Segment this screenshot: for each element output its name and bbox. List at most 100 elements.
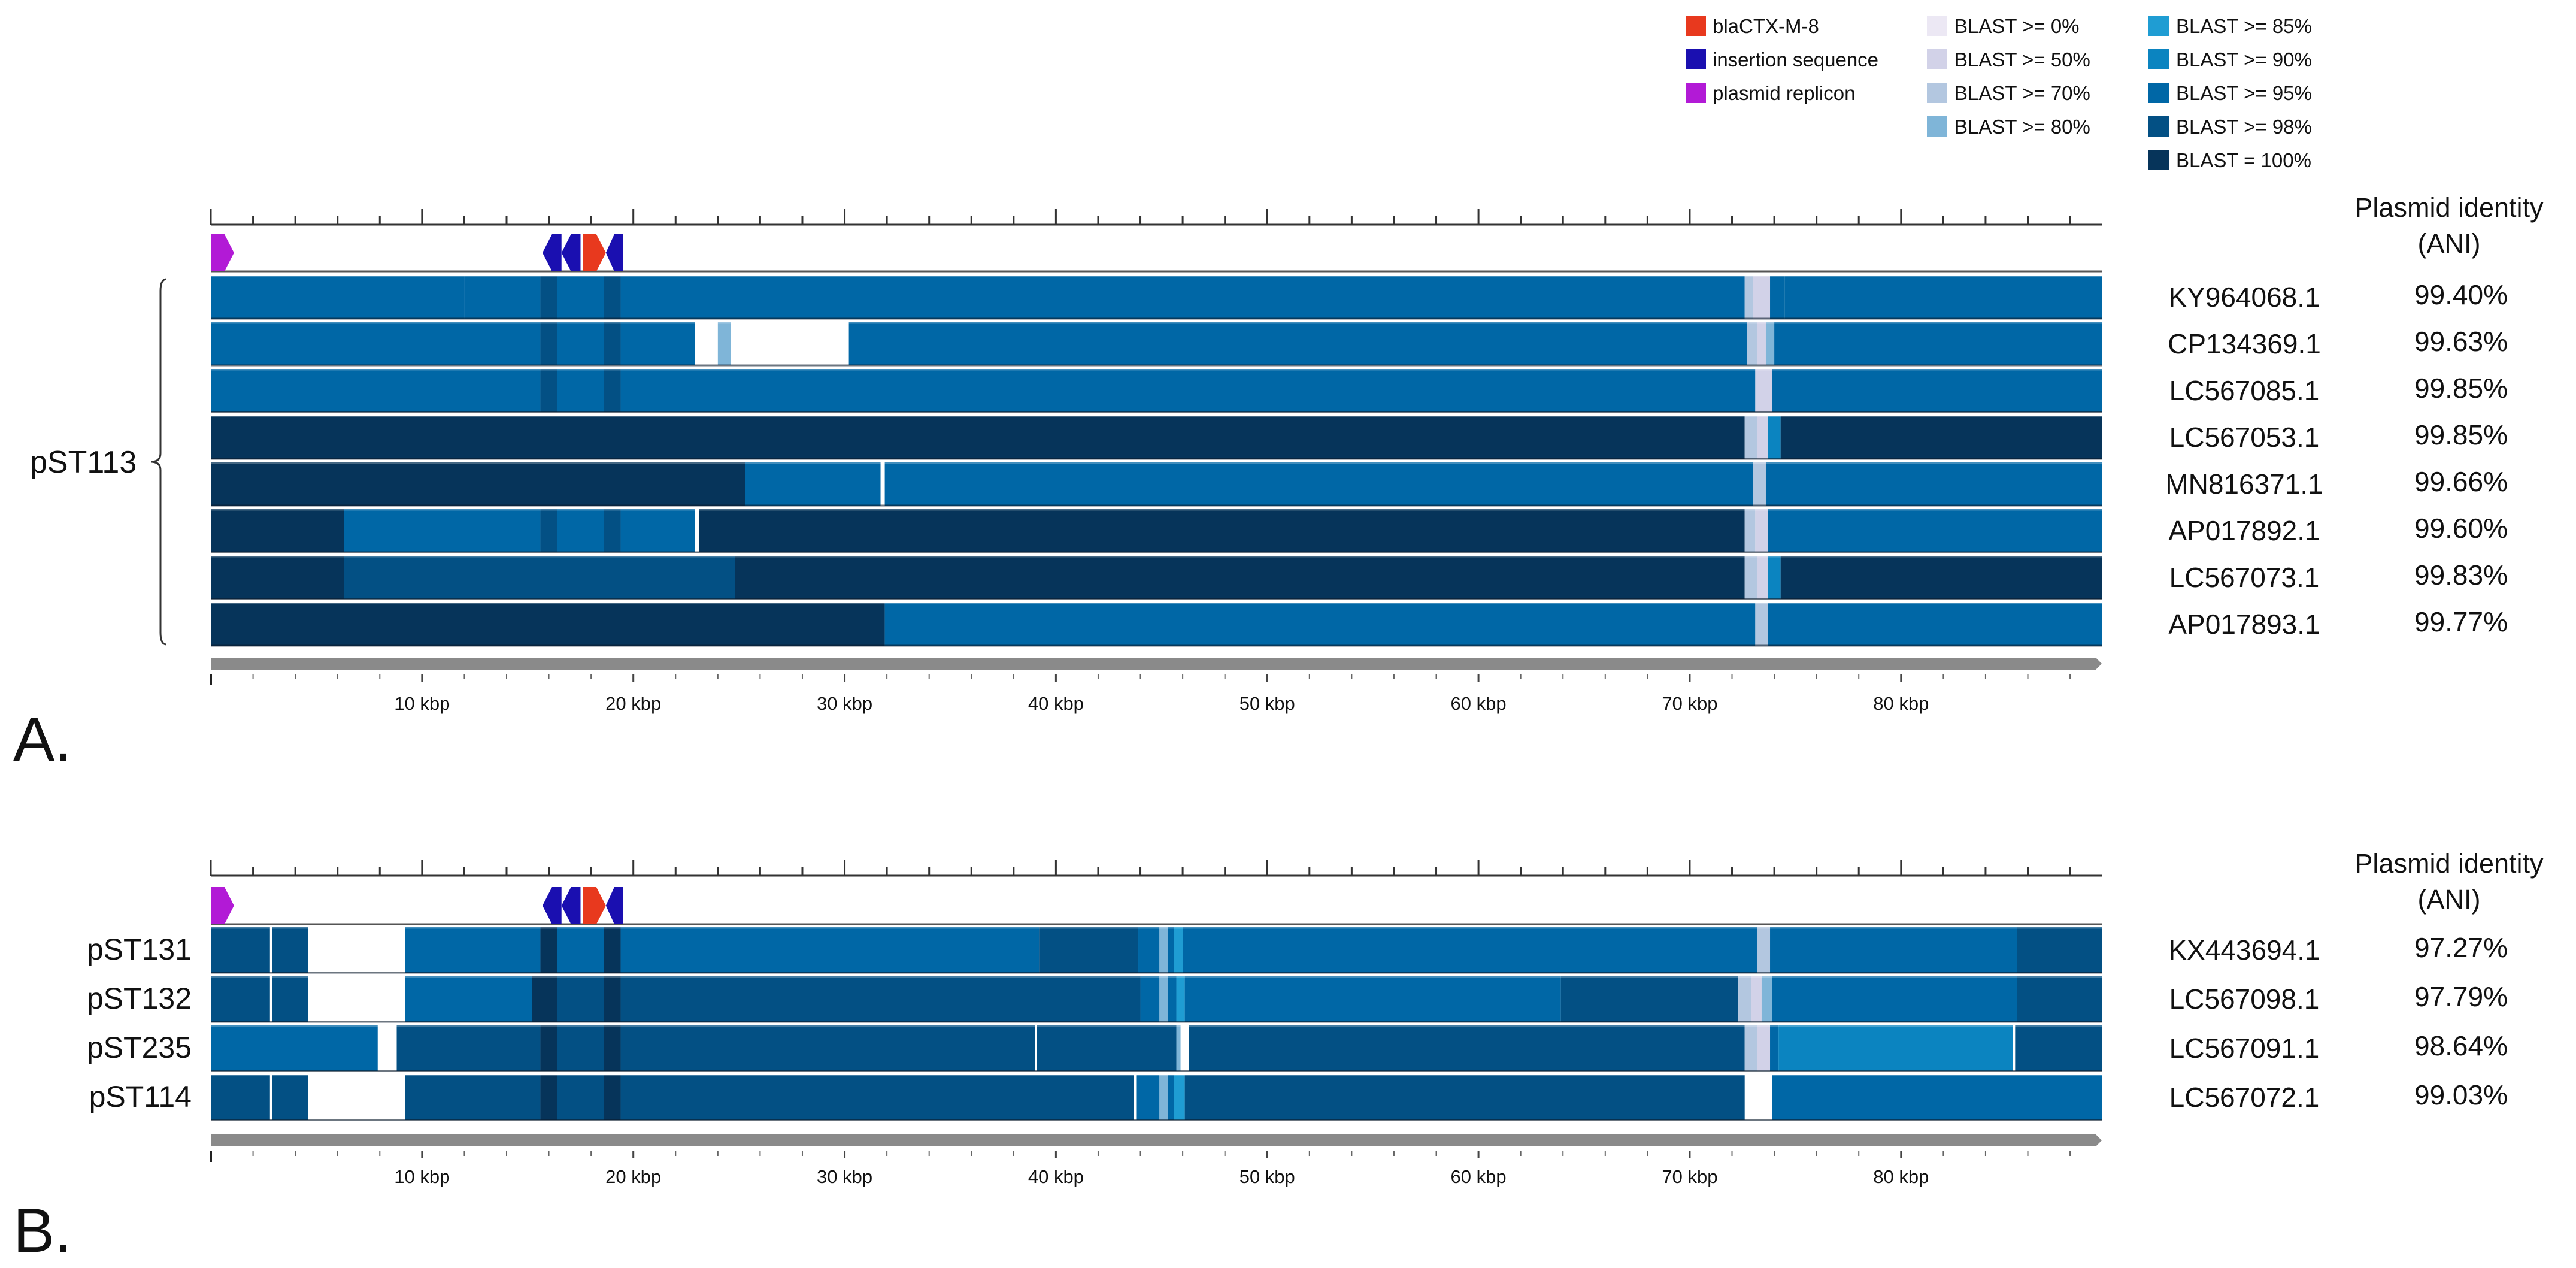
blast-hit-segment: [557, 1075, 604, 1120]
blast-hit-segment: [1770, 927, 2017, 973]
blast-hit-segment: [1755, 603, 1768, 646]
scale-bar-arrow: [2096, 1134, 2102, 1146]
blast-hit-segment: [1189, 1025, 1745, 1071]
insertion-sequence-arrow: [542, 234, 562, 271]
alignment-row: LC567073.1 99.83%: [211, 555, 2508, 600]
accession-label: LC567072.1: [2169, 1082, 2320, 1113]
blast-hit-segment: [557, 976, 604, 1022]
axis-tick-label: 60 kbp: [1451, 693, 1507, 714]
blactx-m-8-gene-arrow: [583, 234, 606, 271]
blast-hit-segment: [540, 1025, 557, 1071]
blast-hit-segment: [1037, 1025, 1177, 1071]
axis-tick-label: 20 kbp: [605, 693, 661, 714]
blast-hit-segment: [1761, 976, 1772, 1022]
blast-hit-segment: [211, 1025, 378, 1071]
blast-hit-segment: [540, 276, 557, 319]
blast-hit-segment: [620, 927, 1040, 973]
blast-hit-segment: [1176, 976, 1185, 1022]
blast-hit-segment: [211, 556, 344, 599]
blast-hit-segment: [1778, 1025, 2013, 1071]
insertion-sequence-arrow: [561, 234, 581, 271]
blast-hit-segment: [1168, 976, 1177, 1022]
blast-hit-segment: [405, 1075, 541, 1120]
blast-hit-segment: [717, 322, 731, 365]
blast-hit-segment: [620, 1075, 1134, 1120]
blast-hit-segment: [211, 276, 465, 319]
blast-hit-segment: [620, 509, 695, 552]
blast-hit-segment: [1757, 1025, 1771, 1071]
legend-feature-swatch: [1686, 49, 1706, 69]
blast-hit-segment: [272, 1075, 308, 1120]
blast-hit-segment: [1774, 322, 2102, 365]
blast-hit-segment: [1738, 976, 1751, 1022]
blast-hit-segment: [540, 509, 557, 552]
blast-hit-segment: [620, 322, 695, 365]
blast-hit-segment: [1770, 1025, 1779, 1071]
blast-hit-segment: [211, 416, 1745, 459]
blast-hit-segment: [1183, 927, 1757, 973]
blast-hit-segment: [1174, 1075, 1185, 1120]
blast-hit-segment: [604, 509, 621, 552]
row-group-label: pST114: [89, 1080, 192, 1113]
blast-hit-segment: [557, 322, 604, 365]
scale-bar-arrow: [2096, 658, 2102, 670]
alignment-row: MN816371.1 99.66%: [211, 462, 2508, 507]
blast-hit-segment: [1174, 927, 1183, 973]
blast-hit-segment: [464, 276, 541, 319]
axis-tick-label: 40 kbp: [1028, 693, 1084, 714]
blast-hit-segment: [2017, 927, 2102, 973]
legend-blast-swatch: [1927, 116, 1947, 137]
blast-hit-segment: [1757, 556, 1768, 599]
blast-hit-segment: [1744, 416, 1757, 459]
ani-header-line2: (ANI): [2418, 228, 2481, 259]
blast-hit-segment: [405, 976, 532, 1022]
legend-blast-label: BLAST >= 95%: [2176, 82, 2312, 104]
accession-label: LC567073.1: [2169, 562, 2320, 593]
blast-hit-segment: [396, 1025, 541, 1071]
alignment-row: CP134369.1 99.63%: [211, 322, 2508, 367]
blast-hit-segment: [272, 976, 308, 1022]
blast-hit-segment: [1765, 462, 2102, 506]
blast-hit-segment: [272, 927, 308, 973]
blast-hit-segment: [211, 462, 745, 506]
blast-hit-segment: [1757, 416, 1768, 459]
panel-b: Plasmid identity (ANI) KX443694.1 97.27% pST…: [13, 848, 2544, 1266]
blast-hit-segment: [1751, 976, 1762, 1022]
legend: blaCTX-M-8 insertion sequence plasmid repl…: [1686, 15, 2312, 171]
blast-hit-segment: [604, 276, 621, 319]
row-group-label: pST131: [87, 933, 192, 966]
legend-blast-swatch: [2148, 116, 2169, 137]
axis-tick-label: 50 kbp: [1239, 693, 1295, 714]
blast-hit-segment: [604, 976, 621, 1022]
legend-blast-label: BLAST >= 80%: [1954, 116, 2090, 138]
blast-hit-segment: [540, 927, 557, 973]
group-label: pST113: [30, 445, 137, 480]
blast-hit-segment: [1768, 416, 1781, 459]
legend-feature-swatch: [1686, 83, 1706, 103]
blast-hit-segment: [1168, 927, 1174, 973]
blast-hit-segment: [699, 509, 1745, 552]
blast-hit-segment: [1784, 276, 2102, 319]
alignment-row: LC567072.1 99.03% pST114: [89, 1074, 2508, 1121]
panel-letter: B.: [13, 1196, 72, 1266]
axis-tick-label: 80 kbp: [1873, 693, 1929, 714]
legend-blast-label: BLAST >= 85%: [2176, 15, 2312, 37]
legend-feature-swatch: [1686, 16, 1706, 36]
blast-hit-segment: [1184, 1075, 1745, 1120]
blast-hit-segment: [1772, 1075, 2102, 1120]
blast-hit-segment: [2017, 976, 2102, 1022]
blast-hit-segment: [604, 369, 621, 412]
blast-hit-segment: [1757, 927, 1771, 973]
insertion-sequence-arrow: [542, 887, 562, 924]
blast-hit-segment: [1770, 276, 1785, 319]
accession-label: LC567091.1: [2169, 1033, 2320, 1064]
blast-hit-segment: [604, 1075, 621, 1120]
blast-hit-segment: [745, 603, 885, 646]
blast-hit-segment: [557, 509, 604, 552]
blast-hit-segment: [848, 322, 1747, 365]
blast-hit-segment: [1159, 976, 1168, 1022]
axis-tick-label: 10 kbp: [394, 1166, 450, 1187]
ani-header-line2: (ANI): [2418, 884, 2481, 915]
alignment-row: KX443694.1 97.27% pST131: [87, 927, 2508, 974]
